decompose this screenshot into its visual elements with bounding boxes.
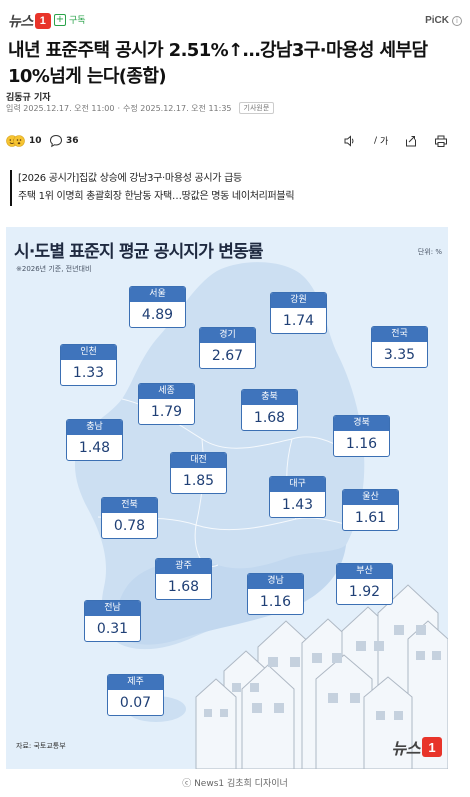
share-icon (404, 134, 418, 148)
region-value: 1.33 (72, 365, 105, 381)
region-card-ulsan: 울산 1.61 (342, 489, 399, 531)
summary-line-2: 주택 1위 이명희 총괄회장 한남동 자택…땅값은 명동 네이처리퍼블릭 (18, 191, 295, 202)
news1-logo[interactable]: 뉴스 1 (8, 11, 51, 31)
region-value: 0.07 (119, 695, 152, 711)
article-summary: [2026 공시가]집값 상승에 강남3구·마용성 공시가 급등 주택 1위 이… (10, 170, 295, 206)
speaker-icon (343, 134, 357, 148)
region-name: 부산 (337, 564, 392, 579)
region-card-daejeon: 대전 1.85 (170, 452, 227, 494)
reaction-count: 10 (29, 136, 42, 146)
region-name: 전남 (85, 601, 140, 616)
region-name: 전북 (102, 498, 157, 513)
reaction-emoji-icon (6, 134, 26, 148)
region-card-gyeongbuk: 경북 1.16 (333, 415, 390, 457)
comment-count: 36 (66, 136, 79, 146)
region-name: 대구 (270, 477, 325, 492)
region-card-chungnam: 충남 1.48 (66, 419, 123, 461)
region-card-national: 전국 3.35 (371, 326, 428, 368)
pick-button[interactable]: PiCK i (425, 15, 462, 26)
region-value: 1.61 (354, 510, 387, 526)
region-name: 대전 (171, 453, 226, 468)
region-name: 제주 (108, 675, 163, 690)
region-name: 경남 (248, 574, 303, 589)
region-value: 1.48 (78, 440, 111, 456)
modified-time: 수정 2025.12.17. 오전 11:35 (123, 103, 232, 113)
region-value: 1.79 (150, 404, 183, 420)
logo-text: 뉴스 (8, 13, 33, 29)
region-value: 1.16 (259, 594, 292, 610)
infographic-unit: 단위: % (417, 248, 442, 256)
region-name: 서울 (130, 287, 185, 302)
image-caption: ⓒ News1 김초희 디자이너 (182, 779, 288, 789)
reaction-button[interactable]: 10 (6, 134, 42, 148)
info-icon: i (452, 15, 462, 26)
infographic-title: 시·도별 표준지 평균 공시지가 변동률 (14, 242, 264, 262)
plus-icon: + (54, 13, 66, 26)
published-time: 입력 2025.12.17. 오전 11:00 (6, 103, 115, 113)
subscribe-label: 구독 (69, 16, 86, 26)
region-name: 울산 (343, 490, 398, 505)
article-headline: 내년 표준주택 공시가 2.51%↑…강남3구·마용성 세부담 10%넘게 는다… (8, 40, 428, 87)
region-value: 0.31 (96, 621, 129, 637)
region-card-chungbuk: 충북 1.68 (241, 389, 298, 431)
region-value: 1.85 (182, 473, 215, 489)
region-card-incheon: 인천 1.33 (60, 344, 117, 386)
region-value: 1.43 (281, 497, 314, 513)
font-size-icon: / (374, 135, 378, 146)
print-button[interactable] (434, 134, 448, 148)
font-size-label: 가 (380, 137, 389, 147)
region-name: 경북 (334, 416, 389, 431)
infographic-subtitle: ※2026년 기준, 전년대비 (16, 265, 92, 273)
comment-button[interactable]: 36 (49, 134, 79, 148)
land-price-infographic: 시·도별 표준지 평균 공시지가 변동률 ※2026년 기준, 전년대비 단위:… (6, 227, 448, 769)
listen-button[interactable] (343, 134, 357, 148)
infographic-logo-text: 뉴스 (391, 741, 421, 758)
region-card-gyeongnam: 경남 1.16 (247, 573, 304, 615)
region-card-gwangju: 광주 1.68 (155, 558, 212, 600)
infographic-source: 자료: 국토교통부 (16, 742, 66, 750)
region-value: 1.74 (282, 313, 315, 329)
infographic-logo: 뉴스 1 (392, 735, 442, 759)
author-name[interactable]: 김동규 기자 (6, 93, 51, 103)
region-name: 전국 (372, 327, 427, 342)
region-card-daegu: 대구 1.43 (269, 476, 326, 518)
infographic-logo-badge: 1 (422, 737, 442, 757)
region-value: 1.68 (253, 410, 286, 426)
pick-label: PiCK (425, 15, 449, 26)
article-dates: 입력 2025.12.17. 오전 11:00 · 수정 2025.12.17.… (6, 102, 275, 114)
subscribe-button[interactable]: + 구독 (54, 13, 86, 26)
print-icon (434, 134, 448, 148)
region-card-gyeonggi: 경기 2.67 (199, 327, 256, 369)
region-card-jeju: 제주 0.07 (107, 674, 164, 716)
region-value: 2.67 (211, 348, 244, 364)
region-card-busan: 부산 1.92 (336, 563, 393, 605)
share-button[interactable] (404, 134, 418, 148)
region-value: 0.78 (113, 518, 146, 534)
action-bar: 10 36 / 가 (0, 134, 470, 152)
region-value: 1.68 (167, 579, 200, 595)
region-card-jeonbuk: 전북 0.78 (101, 497, 158, 539)
region-value: 1.92 (348, 584, 381, 600)
region-name: 광주 (156, 559, 211, 574)
region-name: 강원 (271, 293, 326, 308)
comment-icon (49, 134, 63, 148)
font-size-button[interactable]: / 가 (374, 134, 389, 148)
region-name: 인천 (61, 345, 116, 360)
top-bar: 뉴스 1 + 구독 PiCK i (0, 0, 470, 38)
region-value: 1.16 (345, 436, 378, 452)
original-article-button[interactable]: 기사원문 (238, 102, 275, 114)
region-value: 4.89 (141, 307, 174, 323)
region-name: 세종 (139, 384, 194, 399)
region-card-sejong: 세종 1.79 (138, 383, 195, 425)
region-value: 3.35 (383, 347, 416, 363)
summary-line-1: [2026 공시가]집값 상승에 강남3구·마용성 공시가 급등 (18, 173, 242, 184)
region-card-gangwon: 강원 1.74 (270, 292, 327, 334)
region-card-jeonnam: 전남 0.31 (84, 600, 141, 642)
region-name: 충남 (67, 420, 122, 435)
logo-badge: 1 (34, 13, 51, 29)
region-name: 충북 (242, 390, 297, 405)
region-card-seoul: 서울 4.89 (129, 286, 186, 328)
date-separator: · (117, 103, 121, 113)
region-name: 경기 (200, 328, 255, 343)
